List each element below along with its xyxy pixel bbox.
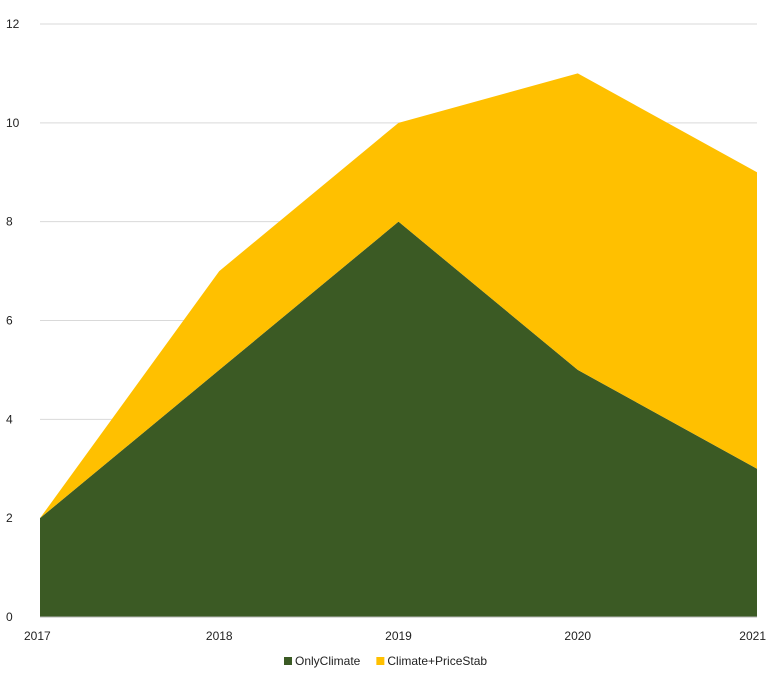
x-tick-label: 2020 xyxy=(564,629,591,643)
area-series-climate-pricestab xyxy=(40,73,757,519)
x-tick-label: 2017 xyxy=(24,629,51,643)
x-tick-label: 2021 xyxy=(739,629,766,643)
y-tick-label: 10 xyxy=(6,116,20,130)
x-tick-label: 2018 xyxy=(206,629,233,643)
legend-swatch xyxy=(284,657,292,665)
axes: 0 2 4 6 8 10 12 2017 2018 2019 2020 2021 xyxy=(6,17,766,643)
legend: OnlyClimate Climate+PriceStab xyxy=(284,654,487,668)
y-tick-label: 6 xyxy=(6,314,13,328)
series-areas xyxy=(40,73,757,617)
y-tick-label: 0 xyxy=(6,610,13,624)
y-tick-label: 8 xyxy=(6,215,13,229)
legend-label: Climate+PriceStab xyxy=(387,654,487,668)
y-tick-label: 4 xyxy=(6,412,13,426)
y-tick-label: 2 xyxy=(6,511,13,525)
area-series-onlyclimate xyxy=(40,221,757,617)
x-tick-label: 2019 xyxy=(385,629,412,643)
y-tick-label: 12 xyxy=(6,17,20,31)
legend-label: OnlyClimate xyxy=(295,654,361,668)
legend-swatch xyxy=(376,657,385,665)
